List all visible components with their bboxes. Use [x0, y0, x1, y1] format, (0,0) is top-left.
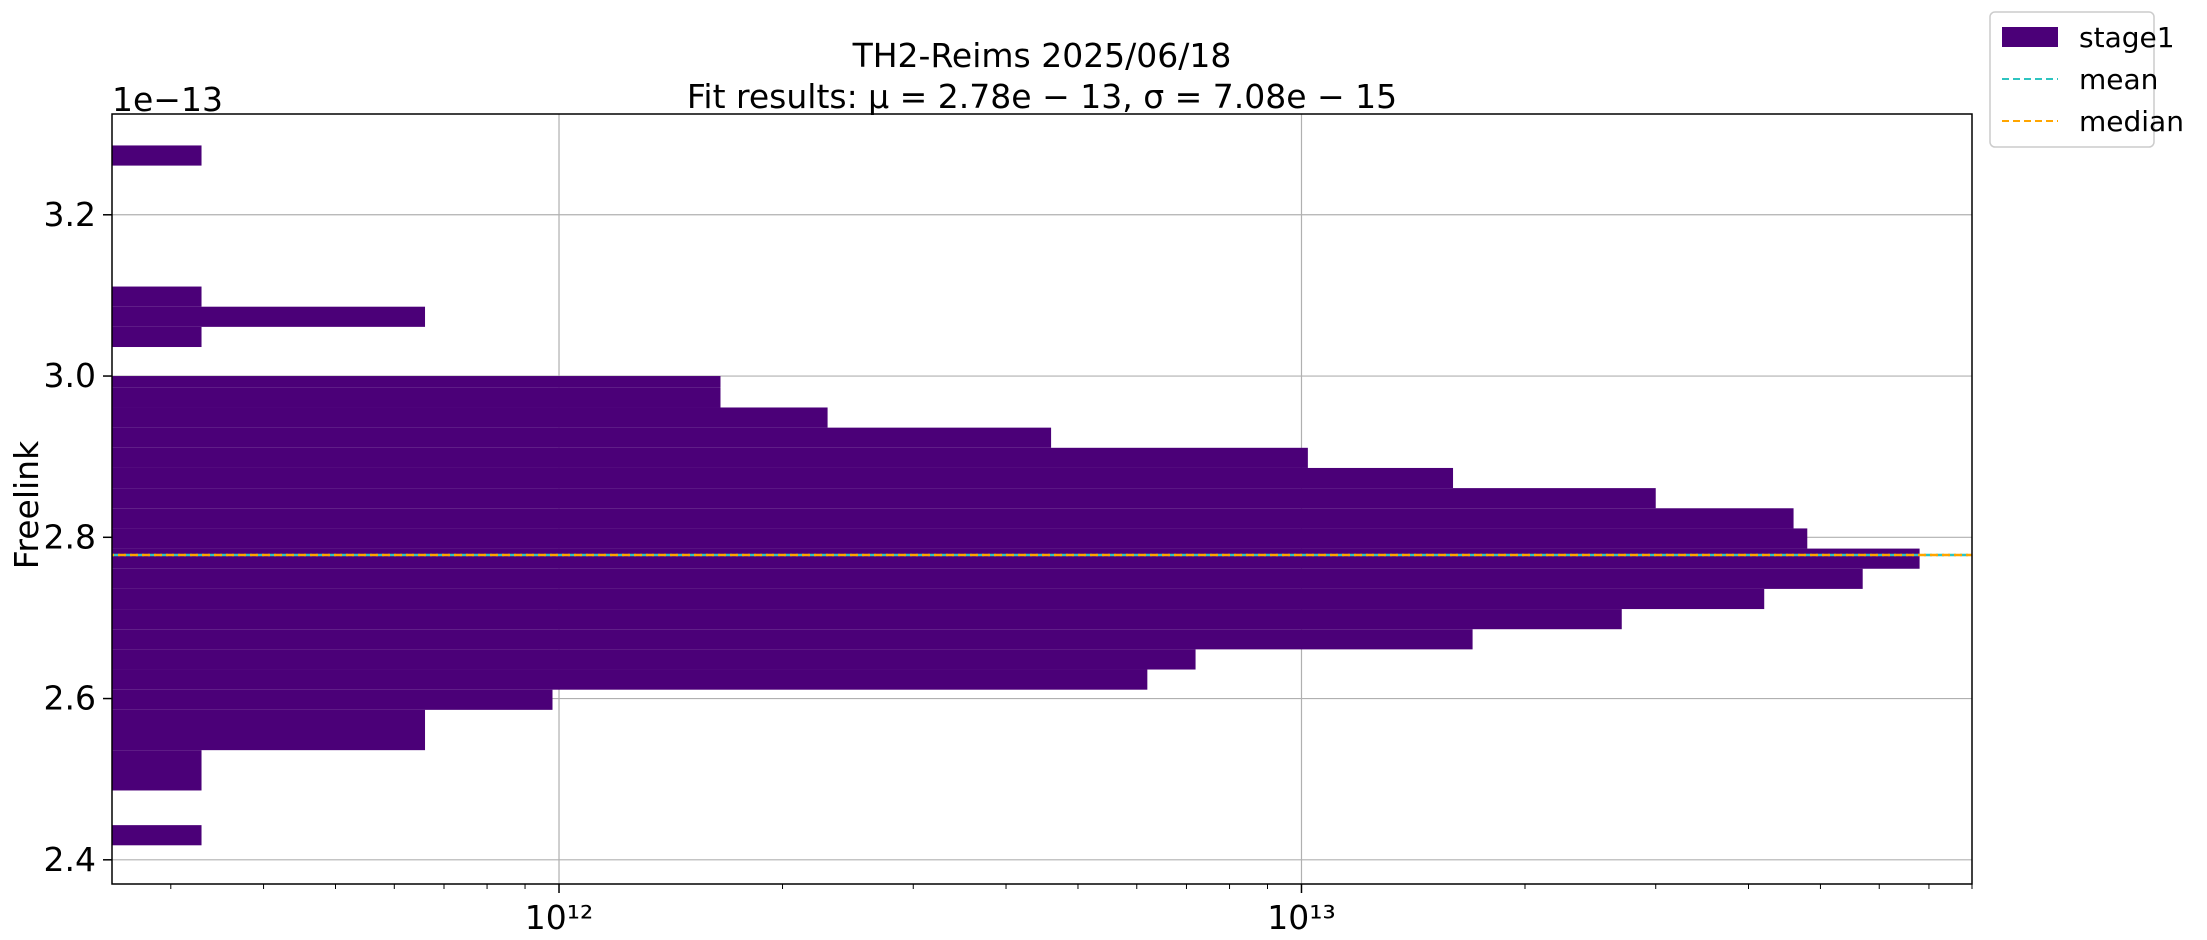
chart-title-line2: Fit results: μ = 2.78e − 13, σ = 7.08e −…	[687, 77, 1397, 116]
plot-frame	[111, 113, 1973, 885]
histogram-bar	[112, 326, 202, 348]
histogram-bar	[112, 689, 553, 710]
histogram-bars	[112, 145, 1920, 846]
histogram-bar	[112, 588, 1765, 610]
y-tick-label: 2.4	[44, 840, 96, 879]
histogram-bar	[112, 427, 1052, 448]
histogram-bar	[112, 376, 721, 388]
legend-swatch-stage1	[2002, 27, 2058, 47]
y-tick-label: 3.0	[44, 356, 96, 395]
axis-ticks: 2.4 2.6 2.8 3.0 3.2 10¹² 10¹³	[44, 195, 1973, 937]
histogram-bar	[112, 825, 202, 846]
x-tick-label: 10¹²	[525, 898, 593, 937]
histogram-bar	[112, 447, 1308, 468]
histogram-bar	[112, 488, 1656, 509]
legend: stage1 mean median	[1989, 11, 2184, 148]
histogram-bar	[112, 145, 202, 166]
legend-label-mean: mean	[2079, 63, 2158, 96]
histogram-bar	[112, 709, 426, 751]
chart-title-line1: TH2-Reims 2025/06/18	[852, 36, 1232, 75]
histogram-bar	[112, 508, 1794, 529]
histogram-bar	[112, 568, 1863, 589]
histogram-bar	[112, 750, 202, 791]
legend-label-stage1: stage1	[2079, 21, 2175, 54]
legend-label-median: median	[2079, 105, 2184, 138]
histogram-bar	[112, 528, 1808, 549]
histogram-bar	[112, 306, 426, 327]
y-offset-label: 1e−13	[112, 80, 223, 119]
y-tick-label: 2.6	[44, 679, 96, 718]
histogram-bar	[112, 467, 1454, 489]
y-tick-label: 3.2	[44, 195, 96, 234]
histogram-bar	[112, 407, 828, 428]
histogram-bar	[112, 669, 1148, 690]
y-tick-label: 2.8	[44, 517, 96, 556]
histogram-bar	[112, 286, 202, 307]
y-axis-label: Freelink	[7, 440, 46, 569]
histogram-bar	[112, 548, 1920, 569]
x-tick-label: 10¹³	[1267, 898, 1335, 937]
histogram-bar	[112, 649, 1196, 670]
histogram-bar	[112, 629, 1473, 650]
histogram-bar	[112, 609, 1622, 630]
histogram-bar	[112, 387, 721, 408]
